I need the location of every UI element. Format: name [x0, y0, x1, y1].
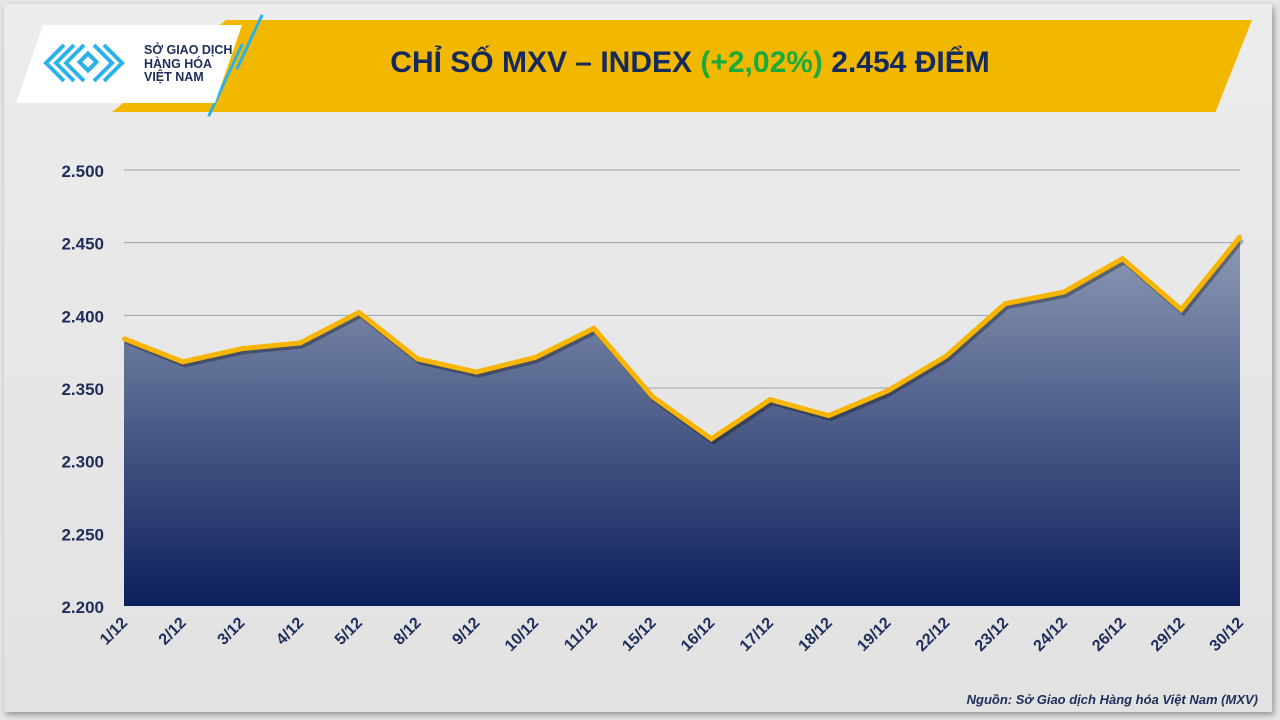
- mxv-logo: [16, 25, 242, 103]
- data-point: [1003, 301, 1008, 306]
- logo-text: SỞ GIAO DỊCH HÀNG HÓA VIỆT NAM: [144, 43, 233, 85]
- data-point: [885, 388, 890, 393]
- index-value: 2.454 ĐIỂM: [831, 46, 990, 79]
- mxv-logo-icon: [43, 43, 125, 83]
- x-tick-label: 19/12: [854, 614, 894, 654]
- data-point: [533, 355, 538, 360]
- data-point: [298, 340, 303, 345]
- x-tick-label: 9/12: [449, 614, 483, 648]
- data-point: [1061, 290, 1066, 295]
- series-line: [123, 235, 1242, 442]
- data-point: [1120, 256, 1125, 261]
- y-tick-label: 2.200: [61, 598, 104, 617]
- logo-line: SỞ GIAO DỊCH: [144, 43, 233, 57]
- x-tick-label: 26/12: [1089, 614, 1129, 654]
- x-tick-label: 15/12: [619, 614, 659, 654]
- data-point: [826, 413, 831, 418]
- data-point: [122, 336, 126, 341]
- change-percent: (+2,02%): [700, 46, 823, 79]
- chart-title: CHỈ SỐ MXV – INDEX (+2,02%) 2.454 ĐIỂM: [250, 46, 1130, 80]
- y-tick-label: 2.350: [61, 380, 104, 399]
- source-note: Nguồn: Sở Giao dịch Hàng hóa Việt Nam (M…: [966, 692, 1258, 707]
- y-tick-label: 2.400: [61, 307, 104, 326]
- x-tick-label: 2/12: [156, 614, 190, 648]
- data-point: [1179, 307, 1184, 312]
- x-tick-label: 18/12: [796, 614, 836, 654]
- x-tick-label: 3/12: [215, 614, 249, 648]
- x-tick-label: 16/12: [678, 614, 718, 654]
- x-tick-label: 17/12: [737, 614, 777, 654]
- x-tick-label: 30/12: [1207, 614, 1247, 654]
- x-tick-label: 10/12: [502, 614, 542, 654]
- x-tick-label: 5/12: [332, 614, 366, 648]
- x-tick-label: 23/12: [972, 614, 1012, 654]
- data-point: [356, 310, 361, 315]
- data-point: [944, 354, 949, 359]
- x-tick-label: 4/12: [273, 614, 307, 648]
- y-tick-label: 2.250: [61, 525, 104, 544]
- x-tick-label: 29/12: [1148, 614, 1188, 654]
- data-point: [591, 326, 596, 331]
- x-tick-label: 8/12: [391, 614, 425, 648]
- data-point: [180, 359, 185, 364]
- x-tick-label: 11/12: [561, 614, 601, 654]
- data-point: [1238, 234, 1242, 239]
- area-fill: [124, 236, 1240, 606]
- x-tick-label: 1/12: [97, 614, 131, 648]
- x-tick-label: 24/12: [1031, 614, 1071, 654]
- data-point: [709, 436, 714, 441]
- title-text: CHỈ SỐ MXV – INDEX: [390, 46, 693, 79]
- y-tick-label: 2.450: [61, 235, 104, 254]
- logo-line: HÀNG HÓA: [144, 56, 213, 71]
- logo-line: VIỆT NAM: [144, 70, 204, 84]
- data-point: [768, 397, 773, 402]
- x-tick-label: 22/12: [913, 614, 953, 654]
- data-point: [474, 370, 479, 375]
- y-tick-label: 2.300: [61, 453, 104, 472]
- y-tick-label: 2.500: [61, 162, 104, 181]
- data-point: [239, 346, 244, 351]
- data-point: [415, 356, 420, 361]
- data-point: [650, 394, 655, 399]
- title-banner: [112, 20, 1252, 112]
